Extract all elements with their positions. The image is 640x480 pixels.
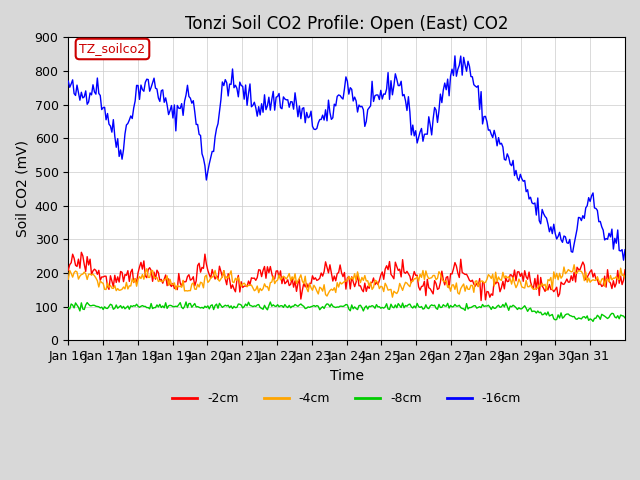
Text: TZ_soilco2: TZ_soilco2 bbox=[79, 43, 145, 56]
Y-axis label: Soil CO2 (mV): Soil CO2 (mV) bbox=[15, 140, 29, 238]
X-axis label: Time: Time bbox=[330, 369, 364, 383]
Title: Tonzi Soil CO2 Profile: Open (East) CO2: Tonzi Soil CO2 Profile: Open (East) CO2 bbox=[185, 15, 508, 33]
Legend: -2cm, -4cm, -8cm, -16cm: -2cm, -4cm, -8cm, -16cm bbox=[167, 387, 526, 410]
